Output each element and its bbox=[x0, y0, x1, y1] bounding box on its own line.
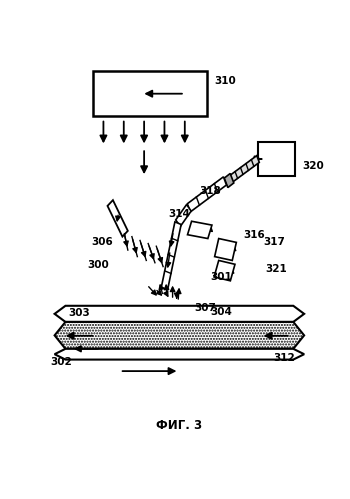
Polygon shape bbox=[55, 306, 304, 322]
Text: 316: 316 bbox=[243, 230, 265, 240]
Text: ФИГ. 3: ФИГ. 3 bbox=[156, 419, 202, 432]
Text: 317: 317 bbox=[264, 238, 285, 248]
Text: 306: 306 bbox=[91, 238, 113, 248]
Text: 303: 303 bbox=[68, 308, 90, 318]
Polygon shape bbox=[224, 174, 234, 188]
Polygon shape bbox=[176, 205, 191, 227]
Polygon shape bbox=[107, 200, 128, 237]
Bar bbox=[92, 71, 206, 116]
Polygon shape bbox=[214, 260, 235, 281]
Text: 318: 318 bbox=[200, 186, 222, 196]
Polygon shape bbox=[187, 177, 226, 212]
Text: 310: 310 bbox=[215, 76, 236, 86]
Text: 307: 307 bbox=[194, 303, 216, 313]
Text: 314: 314 bbox=[169, 209, 190, 219]
Polygon shape bbox=[230, 156, 259, 183]
Text: 301: 301 bbox=[211, 272, 232, 282]
Polygon shape bbox=[55, 322, 304, 349]
Text: 300: 300 bbox=[87, 260, 109, 270]
Polygon shape bbox=[215, 239, 236, 260]
Polygon shape bbox=[188, 221, 212, 239]
Text: 320: 320 bbox=[303, 161, 324, 171]
Bar bbox=[258, 142, 295, 176]
Polygon shape bbox=[55, 349, 304, 360]
Polygon shape bbox=[161, 222, 181, 290]
Text: 302: 302 bbox=[50, 356, 72, 366]
Text: 321: 321 bbox=[265, 264, 287, 274]
Text: 312: 312 bbox=[273, 353, 295, 363]
Text: 304: 304 bbox=[211, 306, 232, 316]
